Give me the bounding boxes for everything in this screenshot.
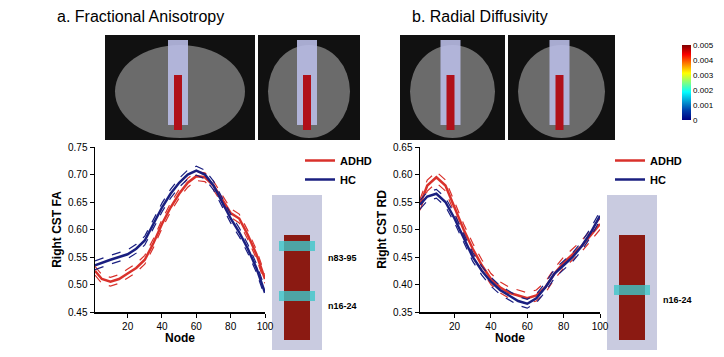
svg-text:ADHD: ADHD	[650, 155, 682, 167]
svg-text:HC: HC	[340, 174, 356, 186]
svg-text:80: 80	[225, 321, 237, 332]
svg-text:40: 40	[156, 321, 168, 332]
svg-text:n16-24: n16-24	[328, 301, 357, 311]
svg-text:60: 60	[522, 321, 534, 332]
svg-text:0.50: 0.50	[68, 279, 88, 290]
svg-text:0.55: 0.55	[68, 252, 88, 263]
svg-text:0.70: 0.70	[68, 169, 88, 180]
svg-text:Right CST FA: Right CST FA	[50, 191, 64, 268]
svg-text:60: 60	[191, 321, 203, 332]
svg-text:100: 100	[592, 321, 609, 332]
svg-text:0.002: 0.002	[693, 86, 714, 95]
svg-text:0.45: 0.45	[68, 307, 88, 318]
svg-text:0.65: 0.65	[393, 142, 413, 153]
svg-text:HC: HC	[650, 174, 666, 186]
svg-text:0.65: 0.65	[68, 197, 88, 208]
svg-text:0.001: 0.001	[693, 101, 714, 110]
svg-text:20: 20	[122, 321, 134, 332]
svg-text:40: 40	[485, 321, 497, 332]
svg-text:0.005: 0.005	[693, 41, 714, 50]
svg-text:100: 100	[257, 321, 274, 332]
svg-text:0.55: 0.55	[393, 197, 413, 208]
svg-text:20: 20	[449, 321, 461, 332]
svg-text:0.003: 0.003	[693, 71, 714, 80]
svg-text:0.60: 0.60	[393, 169, 413, 180]
svg-text:80: 80	[558, 321, 570, 332]
svg-text:Right CST RD: Right CST RD	[375, 190, 389, 269]
svg-text:0: 0	[693, 116, 698, 125]
svg-text:Node: Node	[165, 332, 195, 346]
svg-text:0.40: 0.40	[393, 279, 413, 290]
svg-text:0.60: 0.60	[68, 224, 88, 235]
svg-text:0.35: 0.35	[393, 307, 413, 318]
svg-text:0.50: 0.50	[393, 224, 413, 235]
svg-text:n83-95: n83-95	[328, 253, 357, 263]
svg-text:0.004: 0.004	[693, 56, 714, 65]
svg-text:n16-24: n16-24	[663, 295, 692, 305]
svg-text:ADHD: ADHD	[340, 155, 372, 167]
svg-text:b. Radial Diffusivity: b. Radial Diffusivity	[412, 8, 548, 25]
svg-text:0.75: 0.75	[68, 142, 88, 153]
svg-text:Node: Node	[495, 332, 525, 346]
svg-text:a. Fractional Anisotropy: a. Fractional Anisotropy	[57, 8, 224, 25]
svg-text:0.45: 0.45	[393, 252, 413, 263]
